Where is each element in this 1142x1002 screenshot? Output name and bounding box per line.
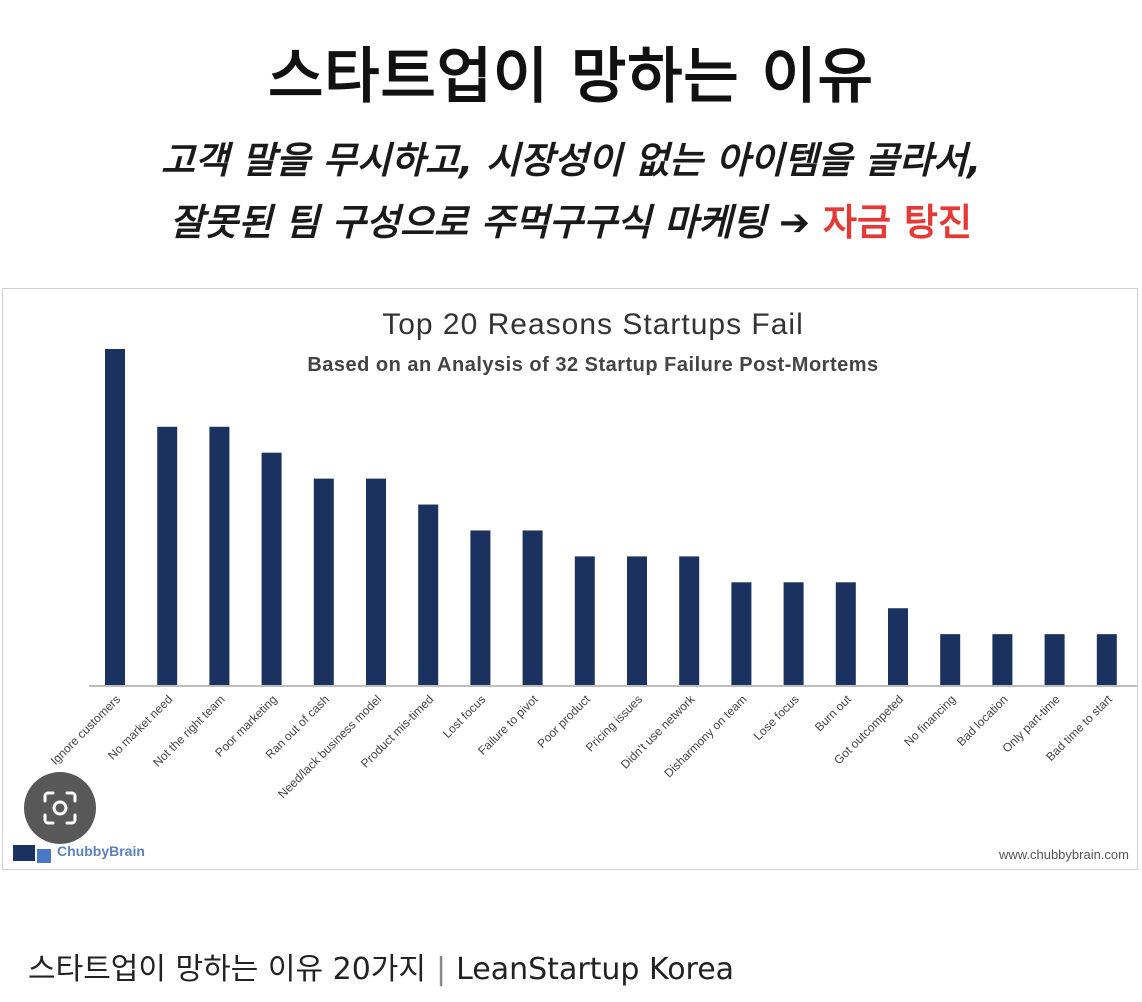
bar-10 — [574, 556, 595, 686]
x-tick-label-15: Burn out — [812, 692, 854, 734]
bar-16 — [888, 608, 908, 686]
subtitle-line-2-text: 잘못된 팀 구성으로 주먹구구식 마케팅 — [169, 201, 767, 244]
bar-12 — [679, 556, 700, 686]
bar-3 — [209, 426, 230, 686]
subtitle-line-2: 잘못된 팀 구성으로 주먹구구식 마케팅 ➔ 자금 탕진 — [0, 192, 1142, 246]
bar-1 — [105, 349, 125, 686]
subtitle-highlight: 자금 탕진 — [822, 201, 972, 244]
x-tick-label-14: Lose focus — [751, 692, 802, 743]
bar-4 — [261, 452, 282, 686]
bar-7 — [418, 504, 439, 686]
chart-source: www.chubbybrain.com — [998, 847, 1129, 862]
logo-text: ChubbyBrain — [57, 843, 145, 859]
chart-title: Top 20 Reasons Startups Fail — [382, 308, 804, 341]
bar-2 — [157, 426, 178, 686]
bars-group — [105, 349, 1117, 686]
x-tick-label-18: Bad location — [954, 692, 1011, 749]
logo-mark-dark — [13, 845, 35, 861]
caption-source: LeanStartup Korea — [456, 952, 735, 987]
x-tick-label-6: Need/lack business model — [275, 692, 384, 801]
bar-17 — [940, 634, 961, 686]
lens-search-icon — [43, 791, 77, 825]
bar-chart: Top 20 Reasons Startups Fail Based on an… — [13, 308, 1137, 863]
bar-6 — [366, 478, 386, 686]
bar-5 — [313, 478, 334, 686]
bar-18 — [992, 634, 1013, 686]
subtitle-line-1: 고객 말을 무시하고, 시장성이 없는 아이템을 골라서, — [160, 139, 982, 182]
bar-9 — [522, 530, 543, 686]
chart-panel: Top 20 Reasons Startups Fail Based on an… — [2, 288, 1138, 870]
bar-8 — [470, 530, 491, 686]
bar-15 — [835, 582, 856, 686]
caption-title: 스타트업이 망하는 이유 20가지 — [28, 952, 426, 987]
bar-19 — [1044, 634, 1065, 686]
image-caption[interactable]: 스타트업이 망하는 이유 20가지 | LeanStartup Korea — [28, 944, 734, 988]
bar-11 — [627, 556, 647, 686]
logo-mark-accent — [37, 849, 51, 863]
chubbybrain-logo: ChubbyBrain — [13, 843, 145, 863]
chart-subtitle: Based on an Analysis of 32 Startup Failu… — [307, 354, 878, 376]
x-tick-label-8: Lost focus — [440, 692, 489, 741]
bar-13 — [731, 582, 752, 686]
caption-separator: | — [435, 952, 447, 987]
bar-14 — [783, 582, 804, 686]
x-tick-label-17: No financing — [901, 692, 958, 749]
bar-20 — [1096, 634, 1117, 686]
visual-search-button[interactable] — [24, 772, 96, 844]
page-headline: 스타트업이 망하는 이유 — [268, 42, 874, 112]
arrow-icon: ➔ — [779, 201, 811, 244]
